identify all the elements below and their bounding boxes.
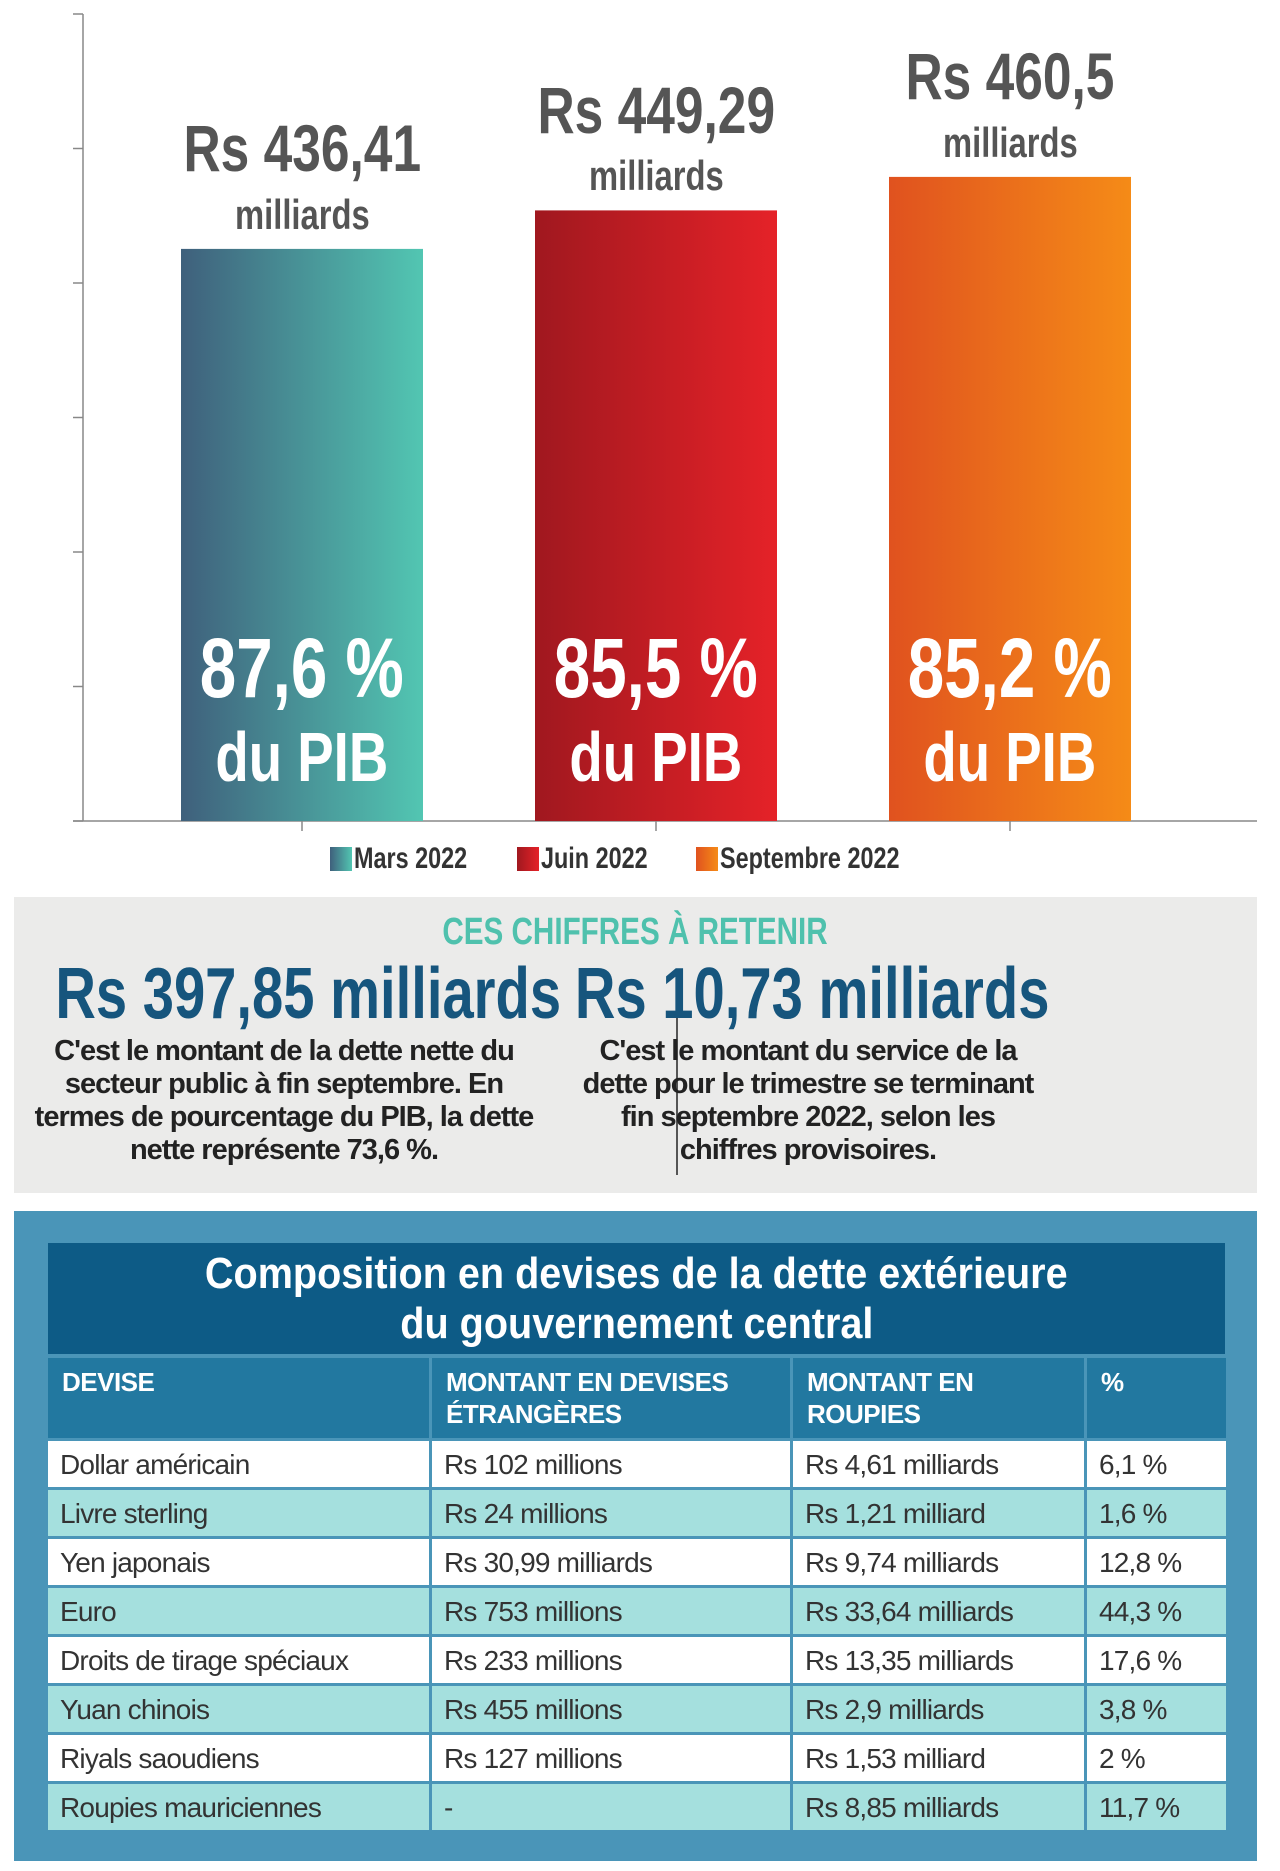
column-header: MONTANT EN ROUPIES bbox=[793, 1358, 1084, 1438]
bar-pct-suffix: du PIB bbox=[215, 718, 389, 796]
table-cell: Rs 127 millions bbox=[432, 1735, 790, 1781]
table-title: Composition en devises de la dette extér… bbox=[48, 1243, 1225, 1354]
bar-0 bbox=[181, 248, 423, 821]
table-cell: - bbox=[432, 1784, 790, 1830]
legend-swatch bbox=[330, 847, 352, 871]
currency-composition-panel: Composition en devises de la dette extér… bbox=[14, 1211, 1257, 1861]
bar-unit-label: milliards bbox=[942, 118, 1078, 166]
column-header: MONTANT EN DEVISES ÉTRANGÈRES bbox=[432, 1358, 790, 1438]
bar-pct-label: 85,5 % bbox=[554, 620, 758, 715]
table-cell: Yen japonais bbox=[48, 1539, 429, 1585]
bar-unit-label: milliards bbox=[234, 190, 370, 238]
bar-pct-suffix: du PIB bbox=[923, 718, 1097, 796]
divider bbox=[676, 972, 678, 1175]
table-cell: 2 % bbox=[1087, 1735, 1226, 1781]
table-cell: Rs 1,21 milliard bbox=[793, 1490, 1084, 1536]
bar-value-label: Rs 460,5 bbox=[905, 39, 1115, 114]
table-cell: 11,7 % bbox=[1087, 1784, 1226, 1830]
bar-pct-suffix: du PIB bbox=[569, 718, 743, 796]
table-cell: 6,1 % bbox=[1087, 1441, 1226, 1487]
table-cell: Rs 9,74 milliards bbox=[793, 1539, 1084, 1585]
bar-chart: Rs 436,41 milliards 87,6 % du PIB Rs 449,29 m… bbox=[0, 0, 1280, 890]
table-cell: Rs 13,35 milliards bbox=[793, 1637, 1084, 1683]
table-cell: Rs 1,53 milliard bbox=[793, 1735, 1084, 1781]
table-cell: Rs 30,99 milliards bbox=[432, 1539, 790, 1585]
currency-table: DEVISE MONTANT EN DEVISES ÉTRANGÈRES MONTAN… bbox=[48, 1358, 1226, 1830]
table-cell: Roupies mauriciennes bbox=[48, 1784, 429, 1830]
key-figures-panel: CES CHIFFRES À RETENIR Rs 397,85 milliar… bbox=[14, 897, 1257, 1193]
key-figures-title: CES CHIFFRES À RETENIR bbox=[442, 911, 829, 953]
table-cell: Yuan chinois bbox=[48, 1686, 429, 1732]
chart-legend: Mars 2022 Juin 2022 Septembre 2022 bbox=[0, 842, 1280, 876]
key-figure-net-debt: Rs 397,85 milliards C'est le montant de … bbox=[0, 953, 584, 1167]
table-cell: Rs 8,85 milliards bbox=[793, 1784, 1084, 1830]
table-cell: Rs 753 millions bbox=[432, 1588, 790, 1634]
table-cell: 44,3 % bbox=[1087, 1588, 1226, 1634]
legend-item-juin: Juin 2022 bbox=[517, 842, 678, 876]
table-cell: Rs 455 millions bbox=[432, 1686, 790, 1732]
legend-item-mars: Mars 2022 bbox=[330, 842, 499, 876]
key-figure-debt-service: Rs 10,73 milliards C'est le montant du s… bbox=[508, 953, 1108, 1167]
table-cell: Rs 102 millions bbox=[432, 1441, 790, 1487]
key-figure-value: Rs 397,85 milliards bbox=[55, 954, 562, 1034]
table-cell: Livre sterling bbox=[48, 1490, 429, 1536]
bar-pct-label: 85,2 % bbox=[908, 620, 1112, 715]
table-cell: Euro bbox=[48, 1588, 429, 1634]
table-cell: 3,8 % bbox=[1087, 1686, 1226, 1732]
bar-unit-label: milliards bbox=[588, 152, 724, 200]
legend-label: Juin 2022 bbox=[541, 842, 648, 875]
key-figure-description: C'est le montant du service de la dette p… bbox=[582, 1035, 1035, 1166]
key-figure-value: Rs 10,73 milliards bbox=[574, 954, 1050, 1034]
bar-2 bbox=[889, 176, 1131, 822]
table-cell: Rs 233 millions bbox=[432, 1637, 790, 1683]
legend-label: Mars 2022 bbox=[354, 842, 468, 875]
legend-swatch bbox=[695, 847, 718, 871]
chart-canvas bbox=[73, 13, 1257, 831]
table-cell: 17,6 % bbox=[1087, 1637, 1226, 1683]
table-cell: Rs 4,61 milliards bbox=[793, 1441, 1084, 1487]
legend-item-septembre: Septembre 2022 bbox=[695, 842, 950, 876]
column-header: % bbox=[1087, 1358, 1226, 1438]
table-cell: Rs 24 millions bbox=[432, 1490, 790, 1536]
bar-value-label: Rs 449,29 bbox=[537, 72, 775, 147]
bar-1 bbox=[535, 210, 777, 821]
table-cell: Riyals saoudiens bbox=[48, 1735, 429, 1781]
legend-label: Septembre 2022 bbox=[719, 842, 900, 875]
bar-pct-label: 87,6 % bbox=[200, 620, 404, 715]
table-cell: 1,6 % bbox=[1087, 1490, 1226, 1536]
key-figure-description: C'est le montant de la dette nette du sec… bbox=[34, 1035, 535, 1166]
table-cell: Rs 33,64 milliards bbox=[793, 1588, 1084, 1634]
table-cell: 12,8 % bbox=[1087, 1539, 1226, 1585]
table-cell: Rs 2,9 milliards bbox=[793, 1686, 1084, 1732]
table-cell: Dollar américain bbox=[48, 1441, 429, 1487]
bar-value-label: Rs 436,41 bbox=[183, 111, 421, 186]
column-header: DEVISE bbox=[48, 1358, 429, 1438]
legend-swatch bbox=[517, 847, 540, 871]
table-cell: Droits de tirage spéciaux bbox=[48, 1637, 429, 1683]
